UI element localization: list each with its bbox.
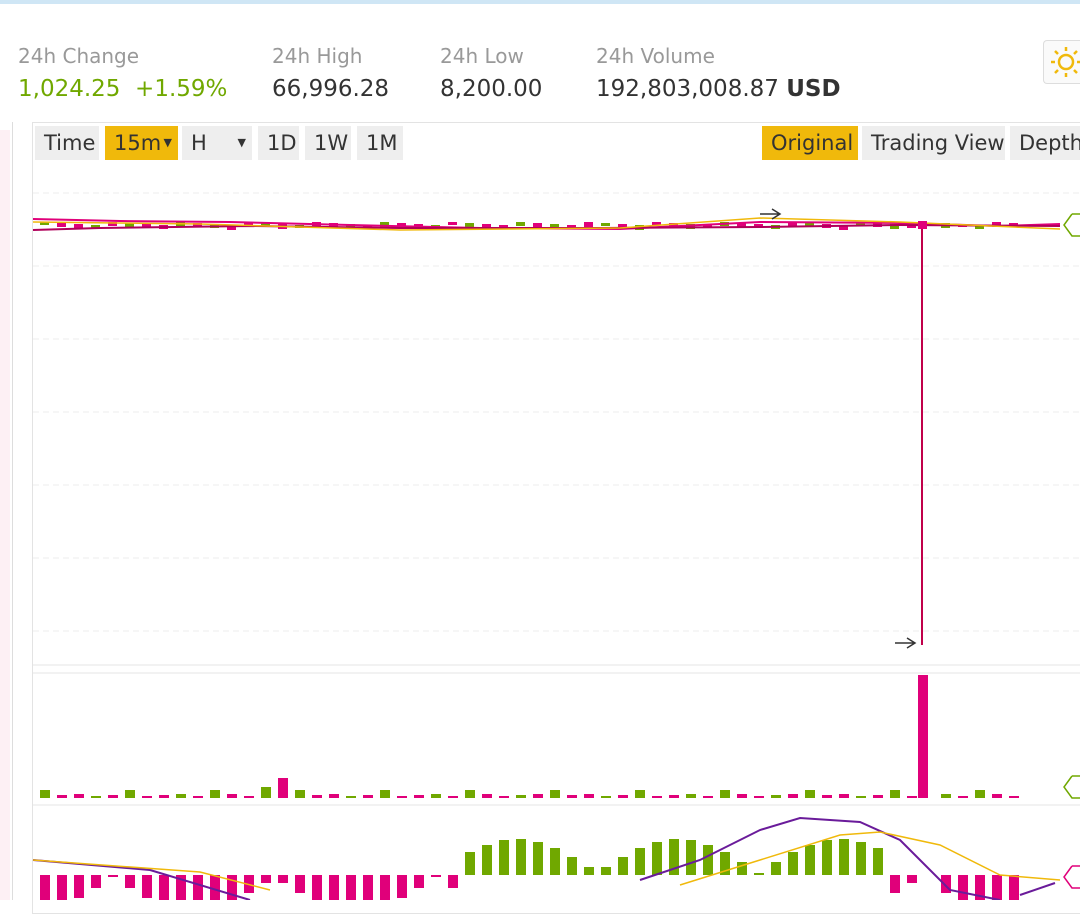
stat: 24h Change 1,024.25 +1.59% xyxy=(18,44,227,102)
interval-button[interactable]: Time xyxy=(35,126,99,160)
volume-unit: USD xyxy=(786,76,841,102)
interval-button[interactable]: 15m ▼ xyxy=(105,126,178,160)
stat-value: 66,996.28 xyxy=(272,76,390,102)
sun-icon xyxy=(1051,47,1080,77)
stat: 24h Volume 192,803,008.87 USD xyxy=(596,44,841,102)
volume-value: 192,803,008.87 xyxy=(596,76,779,102)
chart-frame xyxy=(32,122,1080,914)
interval-button[interactable]: H ▼ xyxy=(182,126,252,160)
view-button[interactable]: Depth xyxy=(1010,126,1080,160)
stat: 24h Low 8,200.00 xyxy=(440,44,542,102)
stat-value: 1,024.25 +1.59% xyxy=(18,76,227,102)
caret: ▼ xyxy=(163,136,172,149)
interval-button[interactable]: 1W xyxy=(305,126,351,160)
interval-label: 15m xyxy=(114,131,162,155)
interval-button[interactable]: 1M xyxy=(357,126,403,160)
stat-value: 192,803,008.87 USD xyxy=(596,76,841,102)
stat-label: 24h High xyxy=(272,44,363,68)
top-border xyxy=(0,0,1080,4)
change-percent: +1.59% xyxy=(135,76,228,102)
view-button[interactable]: Original xyxy=(762,126,858,160)
left-panel-edge xyxy=(0,122,13,900)
sun-core xyxy=(1057,53,1075,71)
stat-label: 24h Change xyxy=(18,44,140,68)
sun-rays xyxy=(1051,47,1080,77)
interval-label: H xyxy=(191,131,207,155)
stat: 24h High 66,996.28 xyxy=(272,44,389,102)
stat-value: 8,200.00 xyxy=(440,76,543,102)
change-value: 1,024.25 xyxy=(18,76,121,102)
view-button[interactable]: Trading View xyxy=(862,126,1005,160)
stat-label: 24h Low xyxy=(440,44,524,68)
interval-button[interactable]: 1D xyxy=(258,126,299,160)
stat-label: 24h Volume xyxy=(596,44,715,68)
theme-toggle[interactable] xyxy=(1043,40,1080,84)
left-fragment: ) xyxy=(0,180,8,204)
caret: ▼ xyxy=(237,136,246,149)
